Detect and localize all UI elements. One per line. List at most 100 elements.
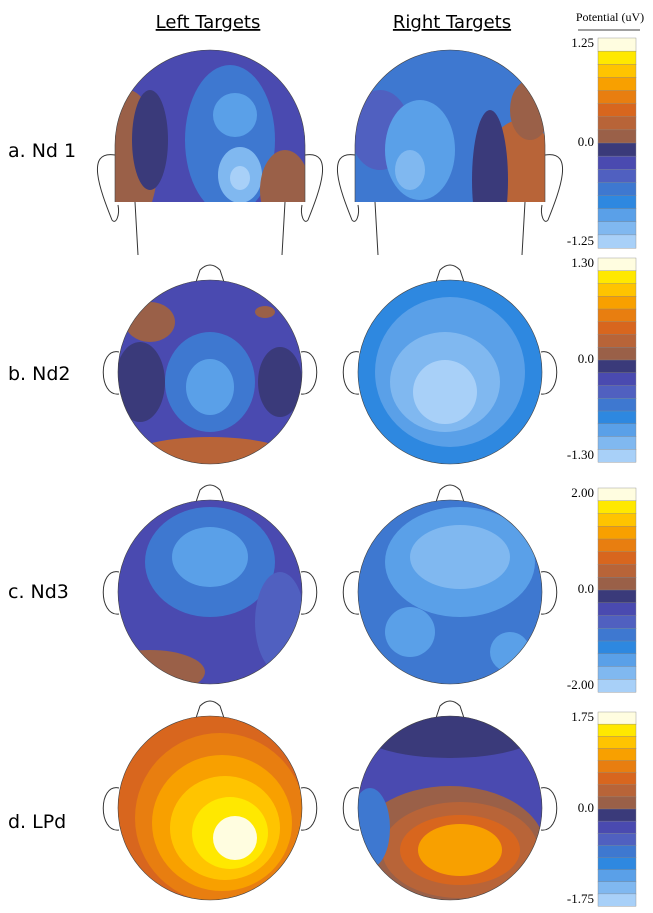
scale-label: -1.75 [567,891,594,906]
scale-label: 2.00 [571,485,594,500]
topo-map [343,265,557,472]
colorbar-bin [598,258,636,271]
colorbar-bin [598,449,636,462]
scale-label: 1.30 [571,255,594,270]
row-label: b. Nd2 [8,363,71,385]
contour [213,816,257,860]
colorbar-bin [598,271,636,284]
contour [213,93,257,137]
colorbar-bin [598,104,636,117]
colorbar-bin [598,833,636,845]
map-fill [350,272,550,472]
map-fill [98,50,310,250]
colorbar-bin [598,196,636,209]
colorbar-bin [598,309,636,322]
contour [255,306,275,318]
column-header: Right Targets [393,12,511,33]
topo-map [343,485,557,692]
colorbar-bin [598,143,636,156]
nose [196,265,224,282]
colorbar-bin [598,51,636,64]
ear [541,788,557,830]
colorbar-bin [598,679,636,692]
contour [115,342,165,422]
colorbar-bin [598,882,636,894]
colorbar-bin [598,182,636,195]
topo-map [95,485,317,694]
colorbar-bin [598,437,636,450]
colorbar-bin [598,38,636,51]
colorbar-bin [598,809,636,821]
colorbar-bin [598,785,636,797]
colorbar-bin [598,761,636,773]
contour [472,110,508,250]
ear [103,788,119,830]
colorbar-bin [598,169,636,182]
colorbar-bin [598,577,636,590]
colorbar-bin [598,552,636,565]
colorbar-bin [598,424,636,437]
map-fill [110,272,310,487]
colorbar-bin [598,156,636,169]
colorbar-bin [598,209,636,222]
ear [541,572,557,614]
colorbar-bin [598,712,636,724]
contour [395,150,425,190]
colorbar-bin [598,347,636,360]
colorbar-bin [598,821,636,833]
ear [301,352,317,394]
scale-label: 0.0 [578,800,594,815]
colorbar-bin [598,91,636,104]
colorbar-bin [598,322,636,335]
row-label: a. Nd 1 [8,140,76,162]
colorbar-bin [598,724,636,736]
nose [436,265,464,282]
colorbar-bin [598,870,636,882]
colorbar-bin [598,628,636,641]
colorbar-bin [598,539,636,552]
contour [186,359,234,415]
colorbar-bin [598,736,636,748]
colorbar-bin [598,514,636,527]
topo-map [343,698,557,910]
map-fill [350,50,560,260]
colorbar-bin [598,894,636,906]
map-fill [350,492,550,692]
colorbar-bin [598,77,636,90]
colorbar-bin [598,797,636,809]
contour [255,572,305,672]
scale-label: -2.00 [567,677,594,692]
scale-label: -1.30 [567,447,594,462]
colorbar-bin [598,360,636,373]
contour [230,166,250,190]
ear [541,352,557,394]
contour [172,527,248,587]
colorbar-bin [598,488,636,501]
colorbar-bin [598,641,636,654]
colorbar-bin [598,284,636,297]
scale-label: 1.25 [571,35,594,50]
topo-map [337,50,562,260]
colorbar-bin [598,590,636,603]
contour [385,100,455,200]
contour [410,525,510,589]
topo-map [103,701,317,908]
colorbar-bin [598,222,636,235]
scale-label: -1.25 [567,233,594,248]
row-label: d. LPd [8,811,66,833]
neck [375,202,525,255]
contour [413,360,477,424]
colorbar-bin [598,411,636,424]
ear [343,572,359,614]
colorbar-bin [598,603,636,616]
topo-map [103,265,317,487]
colorbar-bin [598,335,636,348]
colorbar-bin [598,373,636,386]
colorbar-bin [598,773,636,785]
contour [95,650,205,694]
ear [343,352,359,394]
nose [436,485,464,502]
colorbar-bin [598,667,636,680]
map-fill [350,698,550,910]
row-label: c. Nd3 [8,581,69,603]
